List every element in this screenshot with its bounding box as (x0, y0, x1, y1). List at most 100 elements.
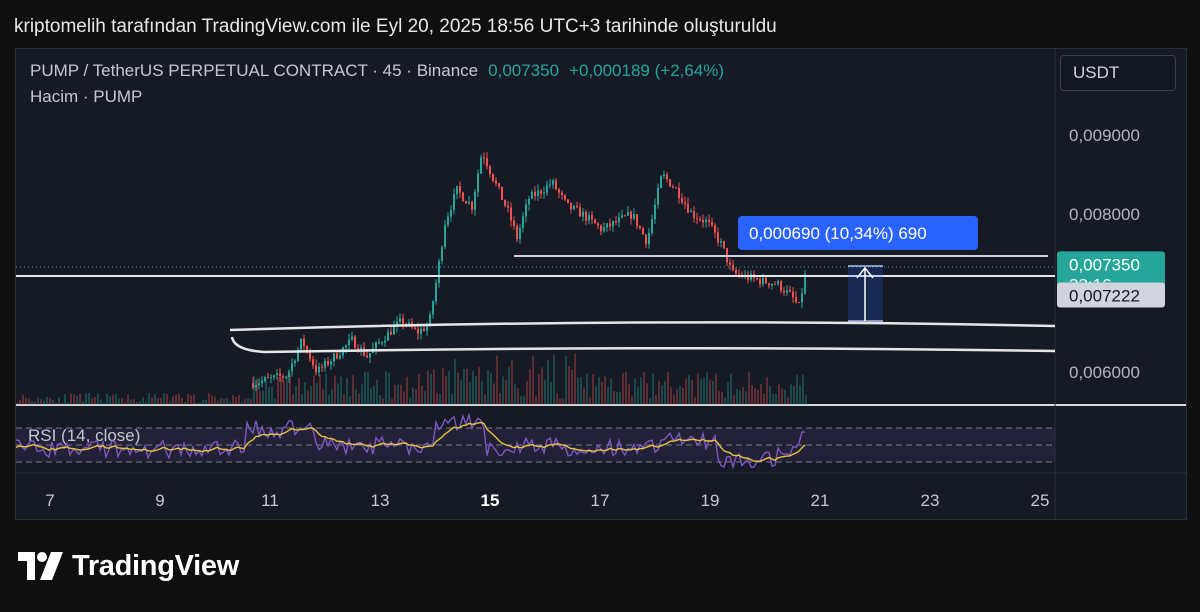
volume-bar (340, 376, 342, 405)
volume-bar (751, 385, 753, 405)
candle-body (603, 227, 605, 232)
candle-body (648, 233, 650, 245)
volume-bar (598, 376, 600, 405)
chart-canvas[interactable]: 0,000690 (10,34%) 690 0,009000 0,008000 0,0… (16, 49, 1187, 520)
candle-body (669, 179, 671, 187)
volume-bar (55, 402, 57, 405)
volume-bar (274, 398, 276, 405)
time-axis-tick: 23 (921, 491, 940, 510)
candle-body (762, 277, 764, 285)
volume-bar (67, 402, 69, 405)
symbol-title[interactable]: PUMP / TetherUS PERPETUAL CONTRACT · 45 … (30, 61, 479, 80)
level-price-tag (1057, 282, 1165, 308)
volume-bar (658, 380, 660, 405)
candle-body (393, 326, 395, 335)
volume-bar (403, 391, 405, 405)
volume-bar (775, 393, 777, 405)
candle-body (480, 157, 482, 174)
volume-bar (244, 399, 246, 405)
volume-bar (322, 388, 324, 405)
volume-bar (181, 397, 183, 405)
candle-body (381, 342, 383, 344)
volume-bar (628, 383, 630, 405)
volume-bar (175, 394, 177, 405)
volume-bar (313, 375, 315, 405)
volume-bar (625, 371, 627, 405)
volume-bar (52, 399, 54, 405)
tradingview-logo: TradingView (18, 548, 239, 584)
volume-bar (139, 401, 141, 405)
candle-body (300, 338, 302, 350)
volume-bar (115, 393, 117, 405)
volume-bar (379, 395, 381, 405)
volume-bar (433, 369, 435, 405)
candle-body (660, 176, 662, 189)
candle-body (303, 338, 305, 347)
candle-body (504, 199, 506, 206)
volume-bar (280, 377, 282, 405)
volume-bar (127, 394, 129, 405)
volume-bar (328, 395, 330, 405)
volume-bar (697, 373, 699, 405)
candle-body (804, 273, 806, 294)
volume-legend[interactable]: Hacim · PUMP (30, 87, 143, 106)
candles (252, 152, 806, 392)
volume-bar (40, 399, 42, 405)
candle-body (378, 342, 380, 344)
volume-bar (748, 372, 750, 405)
candle-body (468, 201, 470, 204)
volume-bar (343, 394, 345, 405)
volume-bar (307, 390, 309, 405)
chart-panel[interactable]: 0,000690 (10,34%) 690 0,009000 0,008000 0,0… (15, 48, 1187, 520)
volume-bar (652, 373, 654, 405)
volume-bar (217, 400, 219, 405)
volume-bar (655, 394, 657, 405)
candle-body (612, 221, 614, 227)
candle-body (780, 281, 782, 291)
volume-bar (763, 393, 765, 405)
volume-bar (376, 379, 378, 405)
volume-bar (412, 387, 414, 405)
candle-body (591, 215, 593, 220)
candle-body (777, 281, 779, 285)
candle-body (795, 297, 797, 303)
volume-bar (19, 399, 21, 405)
candle-body (654, 204, 656, 220)
volume-bar (199, 402, 201, 405)
volume-bar (793, 386, 795, 405)
candle-body (552, 180, 554, 185)
candle-body (351, 336, 353, 340)
volume-bar (664, 381, 666, 405)
volume-bar (805, 394, 807, 405)
candle-body (462, 192, 464, 202)
current-price-tag-value: 0,007350 (1069, 255, 1140, 274)
candle-body (297, 349, 299, 361)
currency-button[interactable]: USDT (1060, 55, 1176, 91)
candle-body (768, 283, 770, 286)
volume-bar (571, 369, 573, 405)
volume-bar (715, 373, 717, 405)
candle-body (312, 359, 314, 366)
volume-bar (151, 397, 153, 405)
candle-body (306, 346, 308, 351)
candle-body (498, 183, 500, 187)
volume-bar (781, 388, 783, 405)
volume-bar (331, 389, 333, 405)
volume-bar (673, 394, 675, 405)
volume-bar (166, 393, 168, 405)
volume-bar (94, 396, 96, 405)
volume-bar (310, 385, 312, 405)
volume-bar (580, 376, 582, 405)
candle-body (555, 180, 557, 190)
candle-body (444, 224, 446, 248)
volume-bar (469, 382, 471, 405)
volume-bar (382, 398, 384, 405)
symbol-legend[interactable]: PUMP / TetherUS PERPETUAL CONTRACT · 45 … (30, 61, 724, 81)
candle-body (471, 201, 473, 210)
volume-bar (643, 372, 645, 405)
volume-bar (787, 397, 789, 405)
candle-body (549, 184, 551, 186)
volume-bar (262, 390, 264, 405)
candle-body (339, 355, 341, 359)
volume-bar (187, 394, 189, 405)
